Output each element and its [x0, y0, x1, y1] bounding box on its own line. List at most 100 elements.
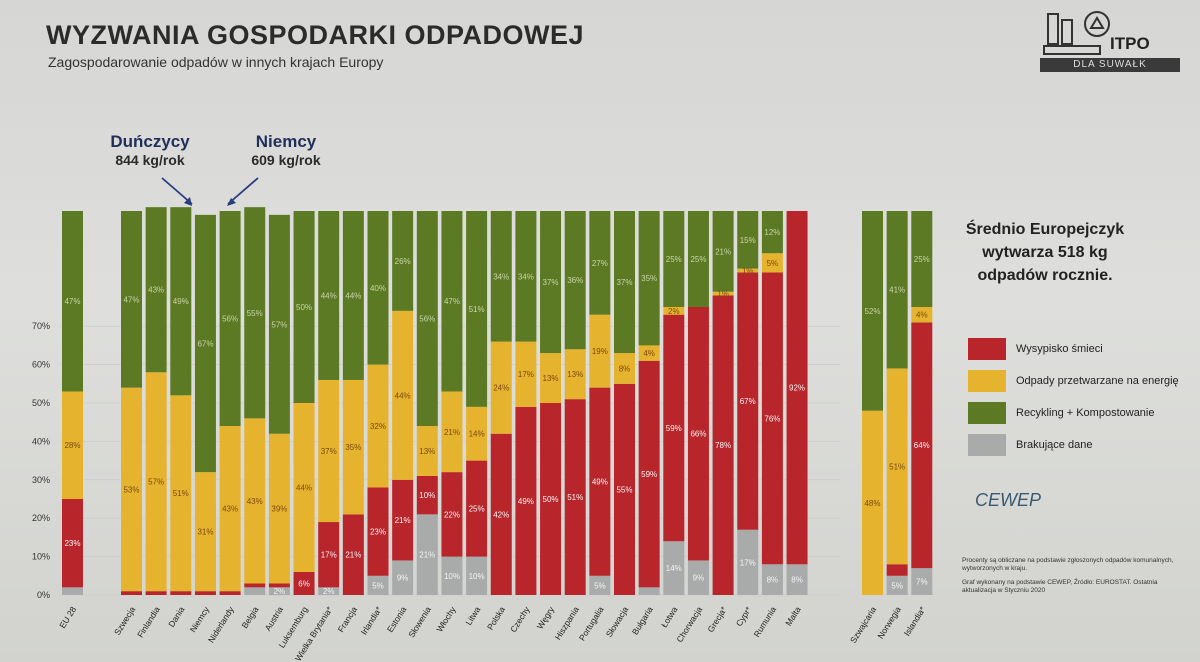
data-label-missing-s-owenia: 21%: [419, 551, 435, 560]
bar-segment-landfill-wielka-brytania: [318, 522, 340, 588]
bar-segment-landfill-dania: [170, 591, 192, 595]
bar-segment-landfill-chorwacja: [687, 307, 709, 561]
data-label-energy-eu-28: 28%: [64, 441, 80, 450]
bar-segment-landfill-s-owenia: [416, 475, 438, 515]
bar-segment-recycling-czechy: [515, 211, 537, 342]
footnote-2: Graf wykonany na podstawie CEWEP, Źródło…: [962, 579, 1158, 594]
legend-label-recycling: Recykling + Kompostowanie: [1016, 407, 1155, 419]
data-label-energy-irlandia: 32%: [370, 422, 386, 431]
data-label-recycling-s-owacja: 37%: [616, 278, 632, 287]
callout-arrowhead-germany: [227, 198, 236, 206]
x-tick-label-norwegia: Norwegia: [875, 605, 903, 641]
data-label-recycling-niderlandy: 56%: [222, 315, 238, 324]
x-tick-label-niemcy: Niemcy: [188, 604, 212, 634]
data-label-recycling-polska: 34%: [493, 272, 509, 281]
data-label-energy-finlandia: 57%: [148, 478, 164, 487]
data-label-energy-szwajcaria: 48%: [864, 499, 880, 508]
data-label-energy-w-ochy: 21%: [444, 428, 460, 437]
page-subtitle: Zagospodarowanie odpadów w innych krajac…: [48, 54, 384, 70]
bar-segment-energy-polska: [490, 341, 512, 434]
x-tick-label-belgia: Belgia: [239, 605, 260, 631]
bar-segment-recycling-francja: [342, 211, 364, 380]
data-label-energy-rumunia: 5%: [767, 259, 779, 268]
data-label-landfill-bu-garia: 59%: [641, 470, 657, 479]
logo-text: ITPO: [1110, 34, 1150, 53]
bar-segment-recycling-szwajcaria: [862, 211, 883, 411]
callout-denmark: Duńczycy 844 kg/rok: [100, 132, 200, 168]
data-label-landfill-czechy: 49%: [518, 497, 534, 506]
x-tick-label-eu-28: EU 28: [57, 605, 78, 631]
bar-segment-energy-w-gry: [540, 353, 562, 403]
bar-segment-missing-w-ochy: [441, 556, 463, 595]
callout-arrows: [161, 177, 259, 206]
x-tick-label-polska: Polska: [485, 605, 507, 632]
bar-segment-energy-s-owacja: [614, 353, 635, 384]
bar-segment-recycling-finlandia: [145, 207, 167, 373]
data-label-landfill-francja: 21%: [345, 551, 361, 560]
data-label-recycling-szwajcaria: 52%: [864, 307, 880, 316]
data-label-recycling-litwa: 51%: [469, 305, 485, 314]
bar-segment-energy-eu-28: [62, 391, 83, 499]
data-label-energy-wielka-brytania: 37%: [321, 447, 337, 456]
data-label-missing-rumunia: 8%: [767, 576, 779, 585]
data-label-energy-hiszpania: 13%: [567, 370, 583, 379]
bar-segment-missing-chorwacja: [687, 560, 709, 595]
data-label-recycling-islandia: 25%: [914, 255, 930, 264]
data-label-landfill-w-gry: 50%: [543, 495, 559, 504]
data-label-recycling-s-owenia: 56%: [419, 315, 435, 324]
data-label-landfill-otwa: 59%: [666, 424, 682, 433]
legend-item-landfill: Wysypisko śmieci: [968, 333, 1179, 365]
data-label-landfill-polska: 42%: [493, 510, 509, 519]
bar-segment-missing-irlandia: [367, 575, 389, 595]
data-label-recycling-chorwacja: 25%: [690, 255, 706, 264]
footnote-1: Procenty są obliczane na podstawie zgłos…: [962, 557, 1174, 572]
bar-segment-energy-bu-garia: [638, 345, 660, 361]
bar-segment-recycling-wielka-brytania: [318, 211, 340, 380]
bar-segment-landfill-portugalia: [589, 387, 611, 576]
data-label-recycling-wielka-brytania: 44%: [321, 291, 337, 300]
bar-segment-energy-irlandia: [367, 364, 389, 488]
bar-segment-energy-francja: [342, 379, 364, 515]
bar-segment-recycling-rumunia: [761, 211, 783, 254]
bar-segment-recycling-s-owacja: [614, 211, 635, 354]
data-label-energy-otwa: 2%: [668, 307, 680, 316]
x-tick-label-otwa: Łotwa: [659, 605, 680, 630]
bar-segment-recycling-irlandia: [367, 211, 389, 365]
bar-segment-landfill-islandia: [911, 322, 933, 569]
callout-germany-name: Niemcy: [255, 132, 317, 151]
data-label-landfill-rumunia: 76%: [764, 414, 780, 423]
bar-segment-recycling-estonia: [392, 211, 414, 311]
bar-segment-recycling-niderlandy: [219, 211, 241, 427]
bar-segment-recycling-niemcy: [194, 214, 216, 473]
data-label-missing-chorwacja: 9%: [693, 574, 705, 583]
data-label-recycling-szwecja: 47%: [123, 295, 139, 304]
data-label-landfill-grecja: 78%: [715, 441, 731, 450]
data-label-recycling-dania: 49%: [173, 297, 189, 306]
data-label-energy-s-owacja: 8%: [619, 364, 631, 373]
bar-segment-energy-estonia: [392, 310, 414, 480]
data-label-energy-szwecja: 53%: [123, 485, 139, 494]
bar-segment-recycling-grecja: [712, 211, 734, 292]
data-label-missing-austria: 2%: [274, 587, 286, 596]
bar-segment-landfill-czechy: [515, 406, 537, 595]
bar-segment-landfill-niderlandy: [219, 591, 241, 595]
data-label-energy-islandia: 4%: [916, 311, 928, 320]
data-label-missing-otwa: 14%: [666, 564, 682, 573]
data-label-landfill-chorwacja: 66%: [690, 430, 706, 439]
legend-item-energy: Odpady przetwarzane na energię: [968, 365, 1179, 397]
bar-segment-landfill-grecja: [712, 295, 734, 595]
legend-label-landfill: Wysypisko śmieci: [1016, 343, 1103, 355]
data-label-energy-belgia: 43%: [247, 497, 263, 506]
data-label-energy-cypr: 1%: [742, 267, 754, 276]
data-label-recycling-eu-28: 47%: [64, 297, 80, 306]
bar-segment-energy-portugalia: [589, 314, 611, 388]
y-tick-label: 40%: [32, 436, 50, 446]
x-tick-label-irlandia: Irlandia*: [359, 604, 384, 636]
data-label-energy-austria: 39%: [271, 505, 287, 514]
data-label-missing-cypr: 17%: [740, 558, 756, 567]
x-tick-label-litwa: Litwa: [463, 605, 482, 627]
y-tick-label: 60%: [32, 360, 50, 370]
footnotes: Procenty są obliczane na podstawie zgłos…: [962, 557, 1182, 601]
legend: Wysypisko śmieci Odpady przetwarzane na …: [968, 333, 1179, 461]
